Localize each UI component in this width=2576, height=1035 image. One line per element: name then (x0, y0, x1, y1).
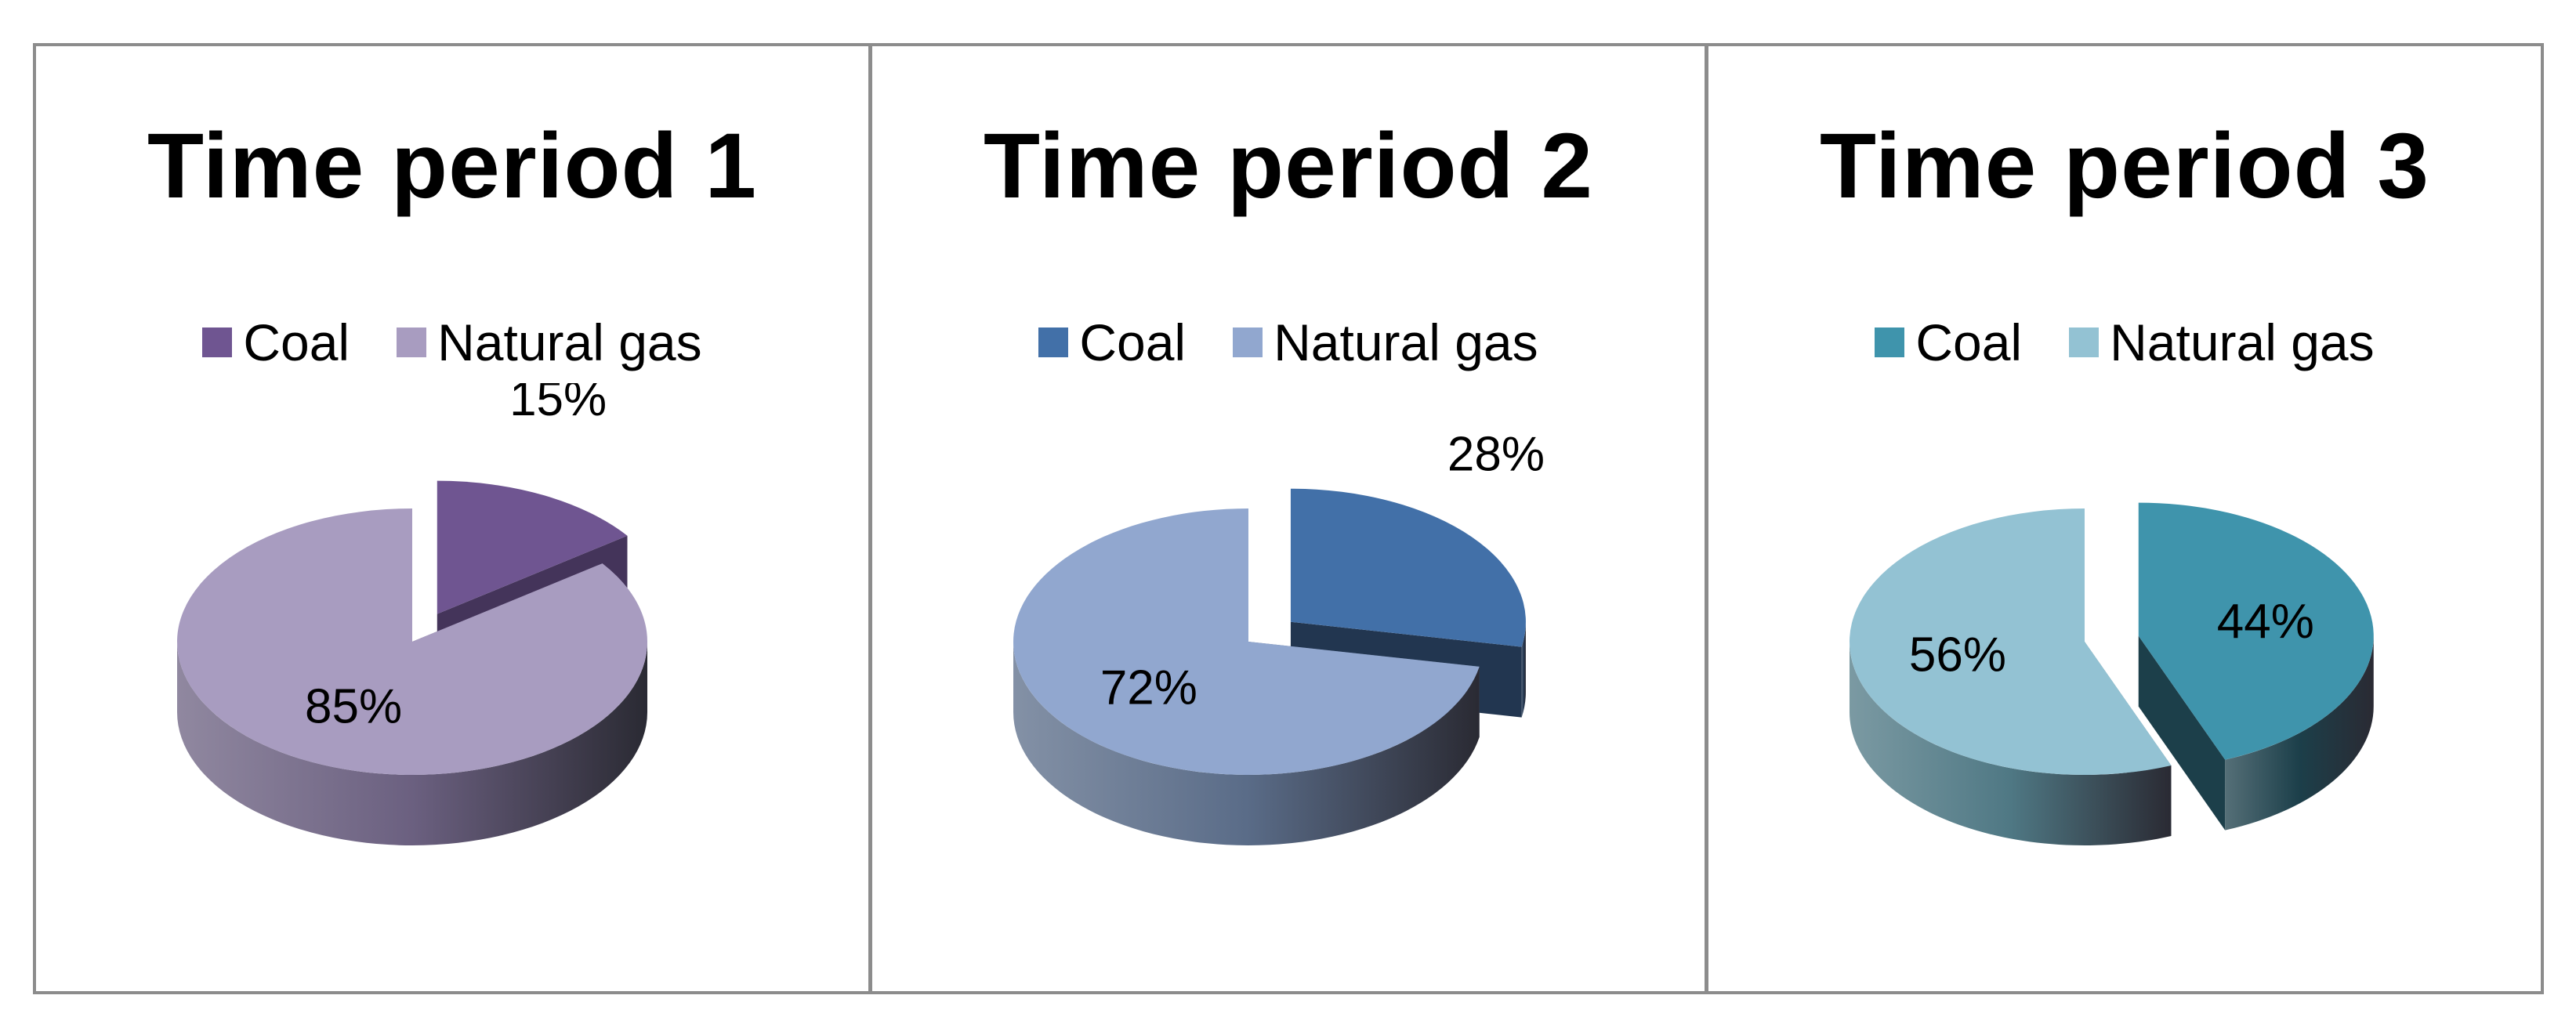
legend-swatch-coal (1875, 328, 1905, 357)
legend: Coal Natural gas (872, 313, 1705, 372)
legend-swatch-coal (202, 328, 233, 357)
pie-slice-coal-top (437, 480, 628, 614)
legend-swatch-natural-gas (397, 328, 427, 357)
data-label-coal: 28% (1447, 428, 1545, 482)
pie-slice-natural-gas-top (1013, 508, 1480, 775)
pie-slice-natural-gas (1013, 508, 1480, 845)
chart-title: Time period 2 (983, 114, 1594, 218)
data-label-natural-gas: 56% (1909, 628, 2006, 682)
legend-item-coal: Coal (1038, 313, 1186, 372)
legend-item-coal: Coal (1875, 313, 2022, 372)
legend-label-coal: Coal (1915, 313, 2023, 371)
pie-slice-natural-gas-side (1850, 642, 2172, 845)
legend-item-natural-gas: Natural gas (1233, 313, 1538, 372)
data-label-natural-gas: 72% (1100, 661, 1197, 715)
pie-slice-natural-gas-side (177, 642, 647, 845)
legend-label-coal: Coal (243, 313, 350, 371)
legend-item-natural-gas: Natural gas (2069, 313, 2375, 372)
legend-swatch-natural-gas (2069, 328, 2100, 357)
legend-label-coal: Coal (1079, 313, 1187, 371)
chart-panel-2: Time period 2 Coal Natural gas 28% 72% (868, 46, 1705, 991)
data-label-coal: 44% (2217, 595, 2314, 649)
legend: Coal Natural gas (1708, 313, 2541, 372)
legend-item-natural-gas: Natural gas (397, 313, 702, 372)
pie-slice-coal-side (2225, 635, 2374, 831)
pie-slice-natural-gas (1850, 508, 2172, 845)
pie-slice-coal-side (1521, 621, 1526, 718)
data-label-natural-gas: 85% (305, 679, 402, 733)
pie-slice-natural-gas-top (177, 508, 647, 775)
legend-label-natural-gas: Natural gas (2110, 313, 2375, 371)
pie-slice-coal-cut-face (2138, 635, 2226, 831)
legend: Coal Natural gas (36, 313, 868, 372)
chart-panel-1: Time period 1 Coal Natural gas 15% 85% (36, 46, 868, 991)
data-label-coal: 15% (509, 383, 607, 426)
legend-label-natural-gas: Natural gas (437, 313, 702, 371)
pie-chart-2: 28% 72% (1013, 428, 1545, 845)
legend-label-natural-gas: Natural gas (1274, 313, 1538, 371)
chart-title: Time period 1 (147, 114, 758, 218)
chart-frame: Time period 1 Coal Natural gas 15% 85% Ti… (33, 43, 2544, 994)
pie-slice-coal-top (2138, 502, 2374, 760)
pie-chart-3: 44% 56% (1850, 502, 2374, 845)
pie-slice-natural-gas (177, 508, 647, 845)
pie-slice-natural-gas-top (1850, 508, 2172, 775)
legend-item-coal: Coal (202, 313, 350, 372)
chart-title: Time period 3 (1819, 114, 2430, 218)
legend-swatch-coal (1038, 328, 1069, 357)
pie-slice-coal-top (1290, 488, 1526, 647)
pie-slice-coal (2138, 502, 2374, 831)
chart-panel-3: Time period 3 Coal Natural gas 44% 56% (1705, 46, 2541, 991)
pie-slice-natural-gas-side (1013, 642, 1480, 845)
legend-swatch-natural-gas (1233, 328, 1263, 357)
pie-chart-1: 15% 85% (177, 383, 647, 845)
